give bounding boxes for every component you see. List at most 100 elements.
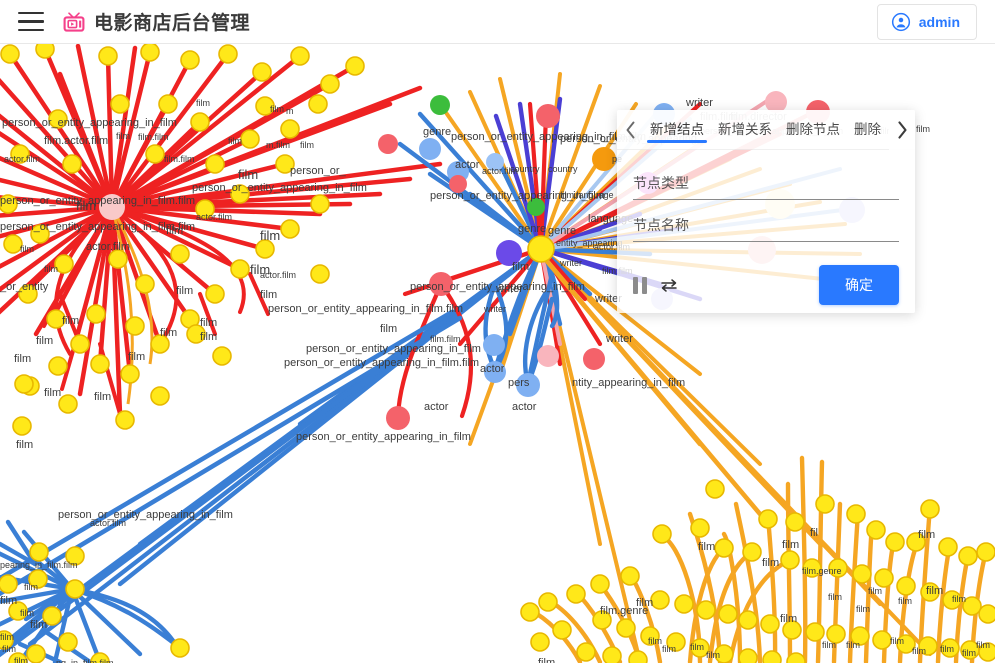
graph-node[interactable] <box>430 95 450 115</box>
svg-text:actor.film: actor.film <box>482 166 518 176</box>
tabs-scroll-area[interactable]: 新增结点 新增关系 删除节点 删除 <box>643 110 915 150</box>
svg-text:film: film <box>200 331 217 343</box>
graph-node[interactable] <box>527 235 555 263</box>
graph-node[interactable] <box>429 272 453 296</box>
svg-text:person_or_entity_appearing_in_: person_or_entity_appearing_in_film.film <box>0 195 195 207</box>
svg-text:person_or_entity_appearing_in_: person_or_entity_appearing_in_film <box>410 281 585 293</box>
svg-text:person_or_entity_appearing_in_: person_or_entity_appearing_in_film.film <box>451 131 646 143</box>
tv-play-logo-icon <box>62 10 86 34</box>
svg-text:film.language: film.language <box>560 190 614 200</box>
graph-action-dialog[interactable]: 新增结点 新增关系 删除节点 删除 <box>617 110 915 313</box>
svg-text:film: film <box>270 104 284 114</box>
hamburger-menu-icon[interactable] <box>18 11 44 32</box>
svg-text:film: film <box>200 317 217 329</box>
svg-text:film: film <box>116 131 130 141</box>
confirm-button[interactable]: 确定 <box>819 265 899 305</box>
svg-text:writer: writer <box>605 333 633 345</box>
svg-text:film: film <box>160 327 177 339</box>
app-logo: 电影商店后台管理 <box>62 8 250 35</box>
graph-node[interactable] <box>484 361 506 383</box>
svg-text:actor.film: actor.film <box>86 241 130 253</box>
node-name-input[interactable] <box>633 214 899 242</box>
svg-text:film: film <box>20 608 34 618</box>
svg-text:film: film <box>952 594 966 604</box>
graph-node[interactable] <box>483 334 505 356</box>
svg-text:film.film: film.film <box>138 132 169 142</box>
page-title: 电影商店后台管理 <box>94 12 251 34</box>
node-type-field[interactable] <box>633 172 899 200</box>
svg-text:film: film <box>868 586 882 596</box>
svg-text:person_or_entity_appearing_in_: person_or_entity_appearing_in_film <box>430 190 605 202</box>
svg-text:film: film <box>62 315 79 327</box>
svg-text:film: film <box>36 335 53 347</box>
svg-text:writer: writer <box>495 283 523 295</box>
svg-text:film: film <box>912 646 926 656</box>
svg-text:film: film <box>76 198 96 213</box>
graph-node[interactable] <box>516 373 540 397</box>
svg-text:film.genre: film.genre <box>802 566 842 576</box>
svg-text:film: film <box>20 244 34 254</box>
user-account-button[interactable]: admin <box>876 3 977 40</box>
graph-node[interactable] <box>449 175 467 193</box>
svg-text:film: film <box>918 529 935 541</box>
graph-node[interactable] <box>310 264 330 284</box>
svg-text:actor: actor <box>424 401 449 413</box>
svg-text:film: film <box>690 642 704 652</box>
svg-text:ntity_appearing_in_film: ntity_appearing_in_film <box>572 377 685 389</box>
graph-node[interactable] <box>537 345 559 367</box>
node-name-field[interactable] <box>633 214 899 242</box>
tab-delete-relation[interactable]: 删除 <box>854 121 881 138</box>
user-name-label: admin <box>918 13 960 30</box>
svg-text:genre: genre <box>423 126 451 138</box>
svg-text:film: film <box>636 597 653 609</box>
svg-text:film: film <box>94 391 111 403</box>
svg-text:_or_entity: _or_entity <box>0 281 49 293</box>
pause-icon[interactable] <box>633 276 647 294</box>
graph-node[interactable] <box>536 104 560 128</box>
tab-add-node[interactable]: 新增结点 <box>643 110 711 150</box>
graph-node[interactable] <box>486 153 504 171</box>
graph-node[interactable] <box>386 406 410 430</box>
svg-text:person_or_entity_appearing_in_: person_or_entity_appearing_in_film.film <box>284 357 479 369</box>
svg-text:film: film <box>926 585 943 597</box>
svg-text:film: film <box>512 261 529 273</box>
node-type-input[interactable] <box>633 172 899 200</box>
graph-node[interactable] <box>592 147 616 171</box>
swap-arrows-icon[interactable] <box>659 277 679 293</box>
graph-node[interactable] <box>378 134 398 154</box>
svg-text:film: film <box>228 136 242 146</box>
dialog-footer-icons <box>633 276 679 294</box>
svg-text:film.film: film.film <box>430 334 461 344</box>
svg-text:actor.film: actor.film <box>196 212 232 222</box>
graph-node[interactable] <box>419 138 441 160</box>
tab-delete-node[interactable]: 删除节点 <box>786 121 840 138</box>
graph-node[interactable] <box>496 240 522 266</box>
svg-text:person_or_entity_appearing_in_: person_or_entity_appearing_in_film <box>192 182 367 194</box>
svg-text:film: film <box>14 656 28 663</box>
svg-text:film: film <box>300 140 314 150</box>
svg-text:entity_appearing: entity_appearing <box>556 238 623 248</box>
svg-text:film: film <box>648 636 662 646</box>
svg-text:film: film <box>380 323 397 335</box>
graph-node[interactable] <box>765 91 787 113</box>
svg-text:m: m <box>286 106 294 116</box>
svg-text:m.film: m.film <box>266 140 290 150</box>
svg-text:film: film <box>538 657 555 663</box>
graph-node[interactable] <box>583 348 605 370</box>
svg-text:film.genre: film.genre <box>600 605 648 617</box>
svg-text:film: film <box>698 541 715 553</box>
svg-text:film: film <box>706 650 720 660</box>
graph-node[interactable] <box>527 198 545 216</box>
app-header: 电影商店后台管理 admin <box>0 0 995 44</box>
svg-text:film: film <box>260 228 280 243</box>
tab-add-relation[interactable]: 新增关系 <box>718 121 772 138</box>
svg-text:film: film <box>846 640 860 650</box>
graph-node[interactable] <box>99 194 125 220</box>
svg-text:film: film <box>128 351 145 363</box>
tabs-prev-arrow-icon[interactable] <box>617 110 643 150</box>
svg-text:genre: genre <box>548 225 576 237</box>
svg-text:actor.film: actor.film <box>260 270 296 280</box>
svg-text:film: film <box>238 167 258 182</box>
svg-text:person_or_entity_appearing_in_: person_or_entity_appearing_in_film <box>306 343 481 355</box>
tabs-next-arrow-icon[interactable] <box>889 110 915 150</box>
